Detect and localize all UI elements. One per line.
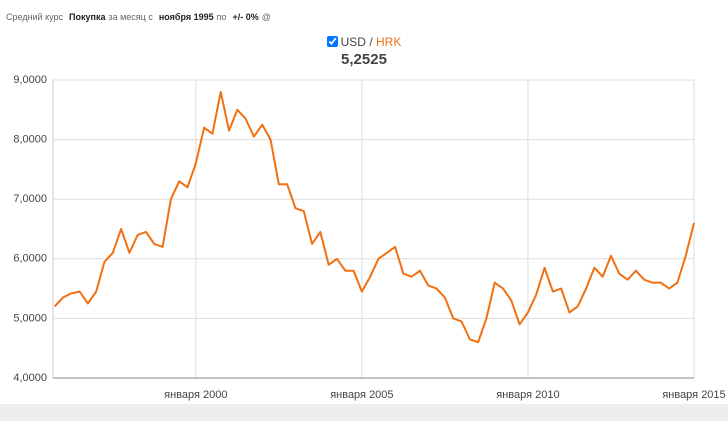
y-tick-label: 8,0000 — [13, 134, 47, 146]
header-part: за месяц с — [108, 12, 153, 22]
series-line — [53, 90, 695, 344]
header-item: Покупка — [69, 12, 105, 22]
header-item: +/- 0% — [233, 12, 259, 22]
y-tick-label: 5,0000 — [13, 312, 47, 324]
legend-separator: / — [369, 35, 373, 49]
header-item: ноября 1995 — [159, 12, 214, 22]
header-item: по — [217, 12, 230, 22]
x-tick-label: января 2005 — [330, 389, 393, 401]
header-item: Средний курс — [6, 12, 66, 22]
chart: 4,0000 5,0000 6,0000 7,0000 8,0000 9,0000 янва… — [13, 74, 725, 401]
legend: USD / HRK — [0, 35, 728, 49]
header: Средний курс Покупка за месяц с ноября 1995… — [6, 12, 277, 22]
x-tick-label: января 2015 — [662, 389, 725, 401]
series-checkbox[interactable] — [326, 36, 338, 47]
header-part: Покупка — [69, 12, 106, 22]
legend-base: USD — [340, 35, 366, 49]
y-tick-label: 4,0000 — [13, 372, 47, 384]
footer-strip — [0, 404, 728, 421]
header-part: по — [216, 12, 227, 22]
x-tick-label: января 2010 — [496, 389, 559, 401]
plot-area — [52, 79, 695, 379]
header-item: за месяц с — [108, 12, 155, 22]
header-part: ноября 1995 — [158, 12, 214, 22]
legend-quote: HRK — [376, 35, 402, 49]
header-part: Средний курс — [6, 12, 64, 22]
header-part: @ — [261, 12, 271, 22]
y-tick-label: 9,0000 — [13, 74, 47, 86]
current-value: 5,2525 — [341, 51, 387, 68]
header-part: +/- 0% — [232, 12, 259, 22]
x-tick-label: января 2000 — [164, 389, 227, 401]
y-tick-label: 7,0000 — [13, 193, 47, 205]
y-tick-label: 6,0000 — [13, 253, 47, 265]
header-item: @ — [262, 12, 274, 22]
